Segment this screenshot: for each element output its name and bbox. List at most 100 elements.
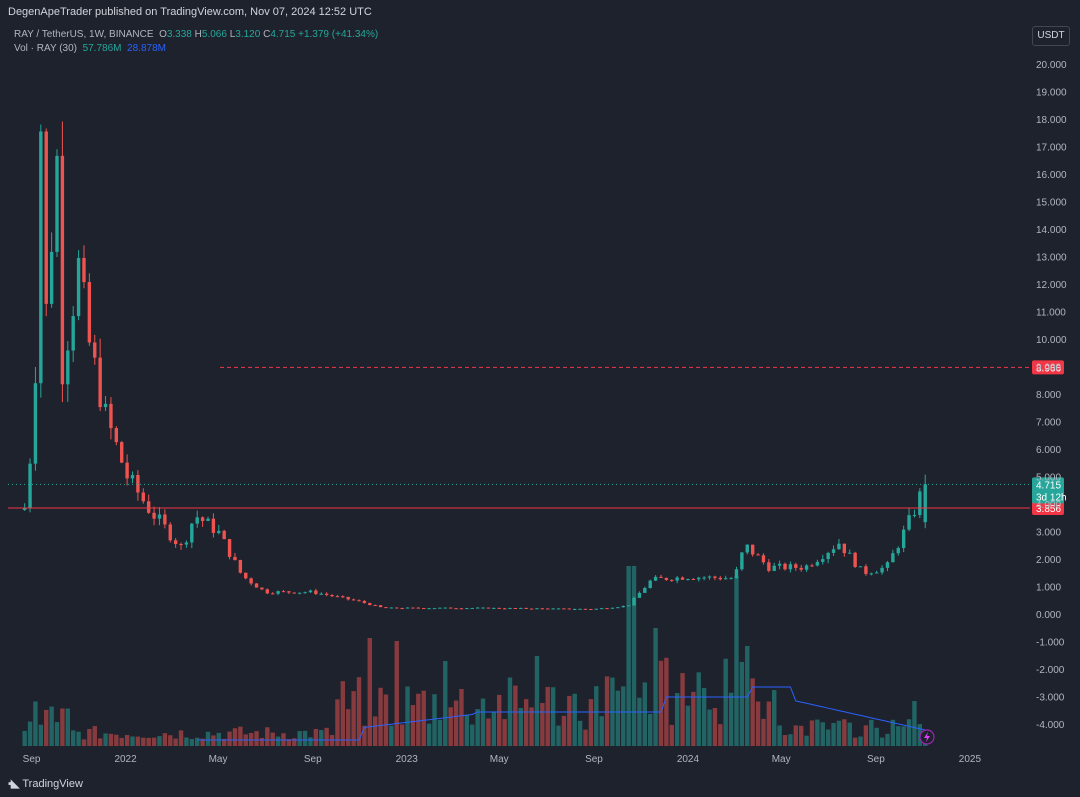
published-info: DegenApeTrader published on TradingView.… — [8, 6, 372, 18]
candle-body — [411, 607, 415, 609]
x-tick-label: Sep — [867, 754, 885, 765]
volume-bar — [60, 708, 65, 746]
y-tick-label: 16.000 — [1036, 170, 1067, 181]
volume-bar — [728, 692, 734, 746]
candle-body — [400, 608, 404, 610]
volume-bar — [885, 733, 890, 746]
volume-bar — [906, 719, 912, 746]
candle-body — [713, 576, 717, 578]
volume-legend[interactable]: Vol · RAY (30) 57.786M 28.878M — [14, 43, 166, 54]
volume-bar — [529, 707, 534, 746]
candle-body — [508, 608, 512, 610]
symbol-name[interactable]: RAY / TetherUS, 1W, BINANCE — [14, 29, 154, 40]
candle-body — [443, 607, 447, 609]
volume-bar — [189, 739, 195, 746]
volume-bar — [232, 728, 238, 746]
volume-bar — [362, 725, 367, 746]
x-tick-label: May — [209, 754, 228, 765]
volume-bar — [459, 689, 464, 746]
candle-body — [529, 608, 534, 610]
y-tick-label: 0.000 — [1036, 610, 1061, 621]
volume-bar — [680, 673, 685, 746]
candle-body — [475, 607, 480, 609]
volume-bar — [81, 739, 87, 746]
candle-body — [324, 593, 329, 595]
volume-bar — [103, 733, 108, 746]
candle-body — [912, 515, 917, 517]
volume-bars — [22, 566, 928, 746]
candle-body — [76, 257, 81, 317]
candle-body — [222, 530, 226, 540]
countdown-label: 3d 12h — [1036, 492, 1067, 503]
candle-body — [432, 608, 437, 610]
volume-bar — [685, 705, 691, 746]
volume-bar — [664, 657, 669, 746]
candle-body — [589, 609, 593, 611]
volume-bar — [912, 701, 917, 746]
candle-body — [637, 592, 642, 598]
volume-bar — [491, 711, 497, 746]
x-tick-label: 2022 — [114, 754, 137, 765]
volume-bar — [259, 737, 265, 746]
candle-body — [227, 539, 232, 557]
candle-body — [459, 608, 464, 610]
candle-body — [707, 576, 712, 578]
volume-bar — [626, 566, 631, 746]
volume-bar — [820, 722, 825, 746]
candle-body — [276, 591, 280, 594]
candle-body — [756, 554, 760, 556]
volume-bar — [561, 715, 567, 746]
candle-body — [271, 593, 275, 595]
candle-body — [448, 607, 453, 609]
volume-bar — [383, 694, 389, 746]
volume-bar — [157, 736, 162, 746]
volume-bar — [97, 738, 103, 746]
volume-bar — [168, 735, 173, 746]
candle-body — [438, 607, 442, 609]
volume-bar — [399, 724, 405, 746]
volume-bar — [480, 698, 486, 746]
candle-body — [535, 608, 539, 610]
low-label: L — [229, 29, 236, 40]
candle-body — [578, 608, 582, 610]
volume-bar — [335, 699, 340, 746]
candle-body — [346, 596, 350, 600]
volume-bar — [378, 687, 383, 746]
candle-body — [599, 608, 604, 610]
volume-bar — [831, 722, 836, 746]
candle-body — [551, 608, 555, 610]
candle-body — [799, 567, 803, 570]
volume-bar — [583, 729, 588, 746]
y-tick-label: 3.000 — [1036, 528, 1061, 539]
x-tick-label: May — [490, 754, 509, 765]
volume-bar — [351, 691, 356, 746]
y-tick-label: 15.000 — [1036, 198, 1067, 209]
candle-body — [546, 608, 550, 610]
y-tick-label: 20.000 — [1036, 60, 1067, 71]
volume-bar — [502, 719, 507, 746]
currency-button[interactable]: USDT — [1032, 26, 1070, 46]
candle-body — [874, 572, 879, 574]
volume-bar — [173, 738, 178, 746]
candle-body — [643, 588, 647, 593]
volume-bar — [389, 725, 394, 746]
symbol-legend[interactable]: RAY / TetherUS, 1W, BINANCE O3.338 H5.06… — [14, 29, 378, 40]
candle-body — [292, 592, 296, 594]
candle-body — [28, 463, 32, 509]
volume-bar — [852, 737, 858, 746]
change-value: +1.379 (+41.34%) — [298, 29, 379, 40]
volume-bar — [518, 707, 523, 746]
volume-bar — [804, 735, 809, 746]
candle-body — [858, 566, 863, 568]
candle-body — [173, 540, 178, 545]
volume-bar — [674, 693, 680, 746]
low-value: 3.120 — [235, 29, 261, 40]
candle-body — [594, 608, 598, 610]
y-tick-label: 19.000 — [1036, 88, 1067, 99]
tradingview-logo[interactable]: ▪◣ TradingView — [8, 777, 83, 790]
candle-body — [200, 517, 205, 521]
candle-body — [907, 515, 911, 530]
volume-label[interactable]: Vol · RAY (30) — [14, 43, 77, 54]
y-tick-label: 6.000 — [1036, 445, 1061, 456]
